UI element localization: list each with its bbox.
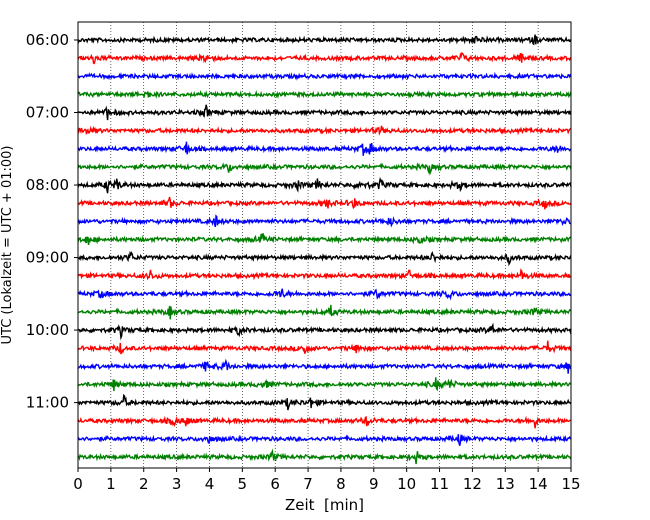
seismic-trace [77,89,572,99]
x-tick-label: 6 [270,475,280,493]
seismic-trace [77,393,572,411]
seismic-trace [77,104,572,121]
seismic-trace [77,268,572,281]
y-tick-label: 11:00 [26,394,69,412]
x-tick-label: 3 [172,475,182,493]
x-tick-label: 13 [496,475,515,493]
seismic-trace [77,340,572,355]
x-tick-label: 12 [463,475,482,493]
x-tick-label: 15 [561,475,580,493]
seismic-trace [77,448,572,465]
x-tick-label: 9 [369,475,379,493]
x-tick-label: 7 [303,475,313,493]
y-tick-label: 07:00 [26,104,69,122]
x-tick-label: 14 [529,475,548,493]
y-tick-label: 08:00 [26,176,69,194]
seismic-trace [77,214,572,228]
seismic-trace [77,358,572,374]
x-tick-label: 11 [430,475,449,493]
seismic-trace [77,415,572,429]
x-tick-label: 10 [397,475,416,493]
seismic-trace [77,71,572,81]
x-tick-label: 1 [106,475,116,493]
seismic-trace [77,176,572,194]
x-axis-ticks: 0 1 2 3 4 5 6 7 8 9 10 11 12 13 14 15 [73,468,581,493]
x-tick-label: 5 [238,475,248,493]
seismic-trace [77,233,572,246]
y-tick-label: 06:00 [26,31,69,49]
seismic-trace [77,141,572,156]
x-axis-label: Zeit [min] [285,496,364,514]
x-tick-label: 2 [139,475,149,493]
seismic-trace [77,434,572,446]
x-tick-label: 4 [205,475,215,493]
seismic-trace [77,304,572,320]
seismic-trace [77,322,572,341]
seismic-trace [77,288,572,301]
seismic-trace [77,162,572,176]
seismic-trace [77,125,572,136]
y-axis-ticks: 06:00 07:00 08:00 09:00 10:00 11:00 [26,31,78,412]
y-axis-label: UTC (Lokalzeit = UTC + 01:00) [0,146,15,345]
grid-lines [110,22,539,468]
seismic-trace [77,377,572,392]
seismic-trace [77,52,572,65]
seismic-trace [77,250,572,267]
plot-frame [77,21,572,469]
seismic-traces [77,34,572,465]
seismic-trace [77,34,572,46]
x-tick-label: 0 [73,475,83,493]
seismic-trace [77,196,572,210]
x-tick-label: 8 [336,475,346,493]
y-tick-label: 10:00 [26,321,69,339]
y-tick-label: 09:00 [26,249,69,267]
